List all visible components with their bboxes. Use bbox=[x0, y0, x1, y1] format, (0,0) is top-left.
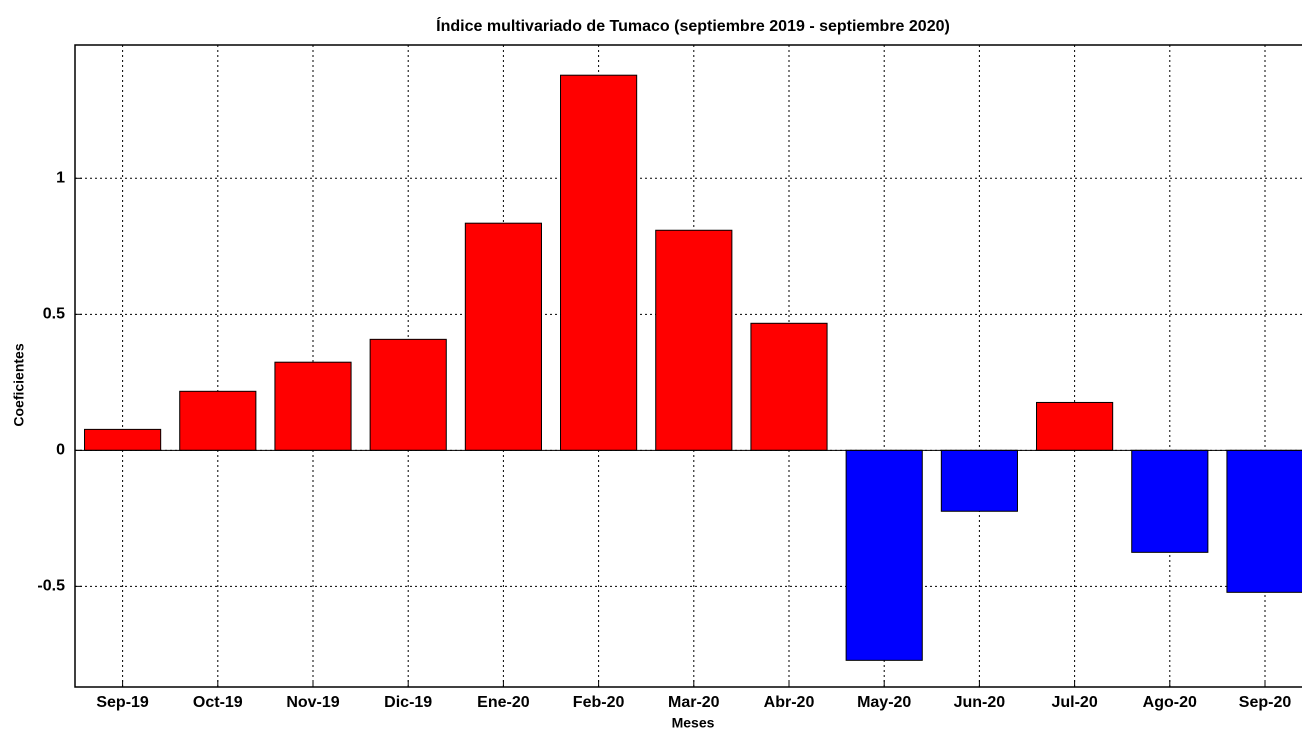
x-tick-label: Abr-20 bbox=[764, 694, 815, 711]
x-tick-label: Jul-20 bbox=[1051, 694, 1097, 711]
x-tick-label: Nov-19 bbox=[286, 694, 339, 711]
x-tick-label: Ago-20 bbox=[1143, 694, 1197, 711]
y-tick-label: 0.5 bbox=[43, 306, 65, 323]
bar bbox=[1131, 449, 1209, 553]
bar bbox=[84, 428, 162, 451]
x-tick-label: Feb-20 bbox=[573, 694, 625, 711]
y-tick-label: -0.5 bbox=[37, 578, 65, 595]
bar bbox=[1036, 401, 1114, 451]
bar bbox=[750, 322, 828, 451]
bar bbox=[179, 390, 257, 451]
x-tick-label: Sep-20 bbox=[1239, 694, 1292, 711]
x-tick-label: Jun-20 bbox=[954, 694, 1006, 711]
x-tick-label: Oct-19 bbox=[193, 694, 243, 711]
y-axis-label: Coeficientes bbox=[11, 343, 27, 426]
bar bbox=[274, 361, 352, 451]
x-tick-label: May-20 bbox=[857, 694, 911, 711]
plot-frame bbox=[74, 44, 1302, 688]
bar bbox=[940, 449, 1018, 512]
bar bbox=[655, 229, 733, 451]
y-tick-label: 0 bbox=[56, 442, 65, 459]
bar bbox=[1226, 449, 1302, 593]
bar bbox=[560, 74, 638, 451]
chart-title: Índice multivariado de Tumaco (septiembr… bbox=[436, 16, 950, 35]
x-axis-label: Meses bbox=[672, 715, 715, 730]
x-tick-label: Ene-20 bbox=[477, 694, 530, 711]
x-tick-label: Sep-19 bbox=[96, 694, 149, 711]
bar bbox=[845, 449, 923, 661]
x-tick-label: Dic-19 bbox=[384, 694, 432, 711]
x-tick-label: Mar-20 bbox=[668, 694, 720, 711]
y-tick-label: 1 bbox=[56, 170, 65, 187]
bar bbox=[369, 338, 447, 451]
bar bbox=[464, 222, 542, 451]
